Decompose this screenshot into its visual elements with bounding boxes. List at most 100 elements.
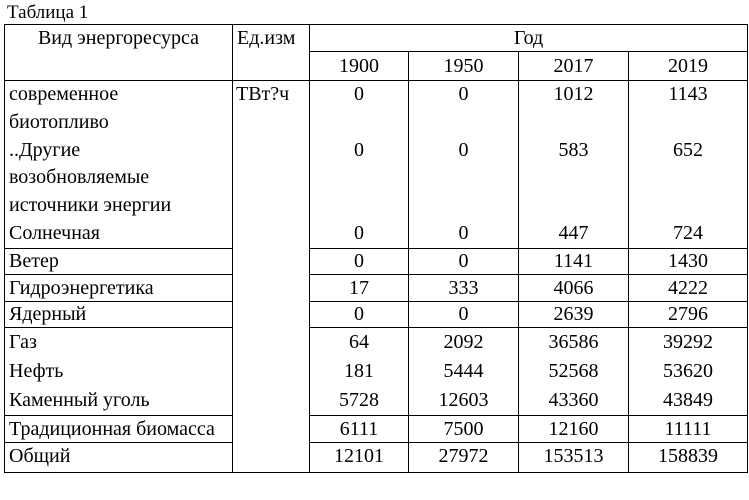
header-row-years: 1900 1950 2017 2019 [5, 51, 749, 81]
row-renewables-block: современное биотопливо ..Другие возобнов… [4, 80, 749, 473]
table-caption: Таблица 1 [7, 2, 89, 23]
row-hydro: Гидроэнергетика 17 333 4066 4222 [4, 273, 749, 302]
hydro-1950: 333 [408, 273, 519, 302]
row-label-hydro: Гидроэнергетика [4, 273, 233, 302]
row-label: современное [9, 83, 119, 105]
cell-value [630, 164, 747, 192]
hydro-2017: 4066 [518, 273, 629, 302]
row-label: Солнечная [9, 221, 100, 244]
row-wind: Ветер 0 0 1141 1430 [4, 247, 749, 275]
cell-value: 39292 [663, 330, 714, 353]
cell-value: 0 [354, 138, 364, 161]
document-page: Таблица 1 Вид энергоресурса Ед.изм Год 1… [0, 3, 749, 500]
energy-resources-table: Вид энергоресурса Ед.изм Год 1900 1950 2… [4, 24, 749, 473]
renewables-1950: 0 0 0 [408, 80, 519, 249]
nuclear-2019: 2796 [627, 300, 749, 328]
row-label-nuclear: Ядерный [4, 300, 233, 328]
cell-value: 52568 [548, 359, 599, 382]
biomass-2019: 11111 [627, 414, 749, 443]
cell-value [311, 164, 408, 192]
header-year-1950: 1950 [408, 51, 519, 81]
row-label: возобновляемые [9, 166, 150, 189]
biomass-1900: 6111 [309, 414, 409, 443]
header-resource-type: Вид энергоресурса [4, 24, 233, 81]
cell-value [630, 109, 747, 137]
wind-1900: 0 [309, 247, 409, 275]
cell-value: 0 [458, 221, 469, 244]
renewables-1900: 0 0 0 [309, 80, 409, 249]
unit-cell: ТВт?ч [232, 80, 310, 473]
wind-2019: 1430 [627, 247, 749, 275]
row-label: источники энергии [9, 194, 172, 217]
wind-1950: 0 [408, 247, 519, 275]
cell-value: 447 [558, 221, 589, 244]
cell-value: 0 [458, 83, 469, 105]
row-label-wind: Ветер [4, 247, 233, 275]
row-label: Газ [9, 330, 37, 353]
cell-value: 2092 [443, 330, 484, 353]
row-fossil-block: Газ Нефть Каменный уголь 64 181 5728 209… [4, 326, 749, 416]
cell-value: 1012 [553, 83, 594, 105]
header-year-2017: 2017 [518, 51, 629, 81]
fossil-1950: 2092 5444 12603 [408, 326, 519, 416]
fossil-2017: 36586 52568 43360 [518, 326, 629, 416]
header-year-2019: 2019 [627, 51, 749, 81]
cell-value: 43360 [548, 388, 599, 411]
cell-value [311, 109, 408, 137]
row-label: биотопливо [9, 110, 109, 133]
cell-value: 12603 [438, 388, 489, 411]
fossil-labels: Газ Нефть Каменный уголь [4, 326, 233, 416]
cell-value: 43849 [663, 388, 714, 411]
cell-value: 724 [673, 221, 704, 244]
cell-value [410, 109, 518, 137]
nuclear-1900: 0 [309, 300, 409, 328]
row-label: Нефть [9, 359, 64, 382]
cell-value [630, 192, 747, 220]
row-label-total: Общий [4, 441, 233, 473]
total-1900: 12101 [309, 441, 409, 473]
cell-value: 583 [558, 138, 589, 161]
renewables-labels: современное биотопливо ..Другие возобнов… [4, 80, 233, 249]
renewables-2017: 1012 583 447 [518, 80, 629, 249]
nuclear-2017: 2639 [518, 300, 629, 328]
row-label: ..Другие [9, 138, 81, 161]
wind-2017: 1141 [518, 247, 629, 275]
cell-value: 1143 [668, 83, 708, 105]
header-unit: Ед.изм [232, 24, 310, 81]
row-label-biomass: Традиционная биомасса [4, 414, 233, 443]
cell-value: 5444 [443, 359, 484, 382]
cell-value [520, 109, 628, 137]
cell-value [520, 164, 628, 192]
biomass-1950: 7500 [408, 414, 519, 443]
cell-value: 0 [354, 221, 364, 244]
biomass-2017: 12160 [518, 414, 629, 443]
cell-value: 53620 [663, 359, 714, 382]
hydro-2019: 4222 [627, 273, 749, 302]
fossil-2019: 39292 53620 43849 [627, 326, 749, 416]
row-nuclear: Ядерный 0 0 2639 2796 [4, 300, 749, 328]
cell-value: 0 [354, 83, 364, 105]
header-year: Год [308, 24, 749, 52]
total-1950: 27972 [408, 441, 519, 473]
cell-value: 0 [458, 138, 469, 161]
header-row-1: Вид энергоресурса Ед.изм Год [4, 24, 749, 81]
cell-value: 36586 [548, 330, 599, 353]
total-2019: 158839 [627, 441, 749, 473]
nuclear-1950: 0 [408, 300, 519, 328]
cell-value [410, 164, 518, 192]
cell-value: 652 [673, 138, 704, 161]
fossil-1900: 64 181 5728 [309, 326, 409, 416]
cell-value [311, 192, 408, 220]
row-total: Общий 12101 27972 153513 158839 [4, 441, 749, 473]
cell-value: 181 [344, 359, 374, 382]
cell-value: 5728 [339, 388, 379, 411]
row-label: Каменный уголь [9, 388, 150, 411]
hydro-1900: 17 [309, 273, 409, 302]
renewables-2019: 1143 652 724 [627, 80, 749, 249]
cell-value: 64 [349, 330, 369, 353]
header-year-1900: 1900 [309, 51, 409, 81]
row-traditional-biomass: Традиционная биомасса 6111 7500 12160 11… [4, 414, 749, 443]
cell-value [520, 192, 628, 220]
total-2017: 153513 [518, 441, 629, 473]
cell-value [410, 192, 518, 220]
